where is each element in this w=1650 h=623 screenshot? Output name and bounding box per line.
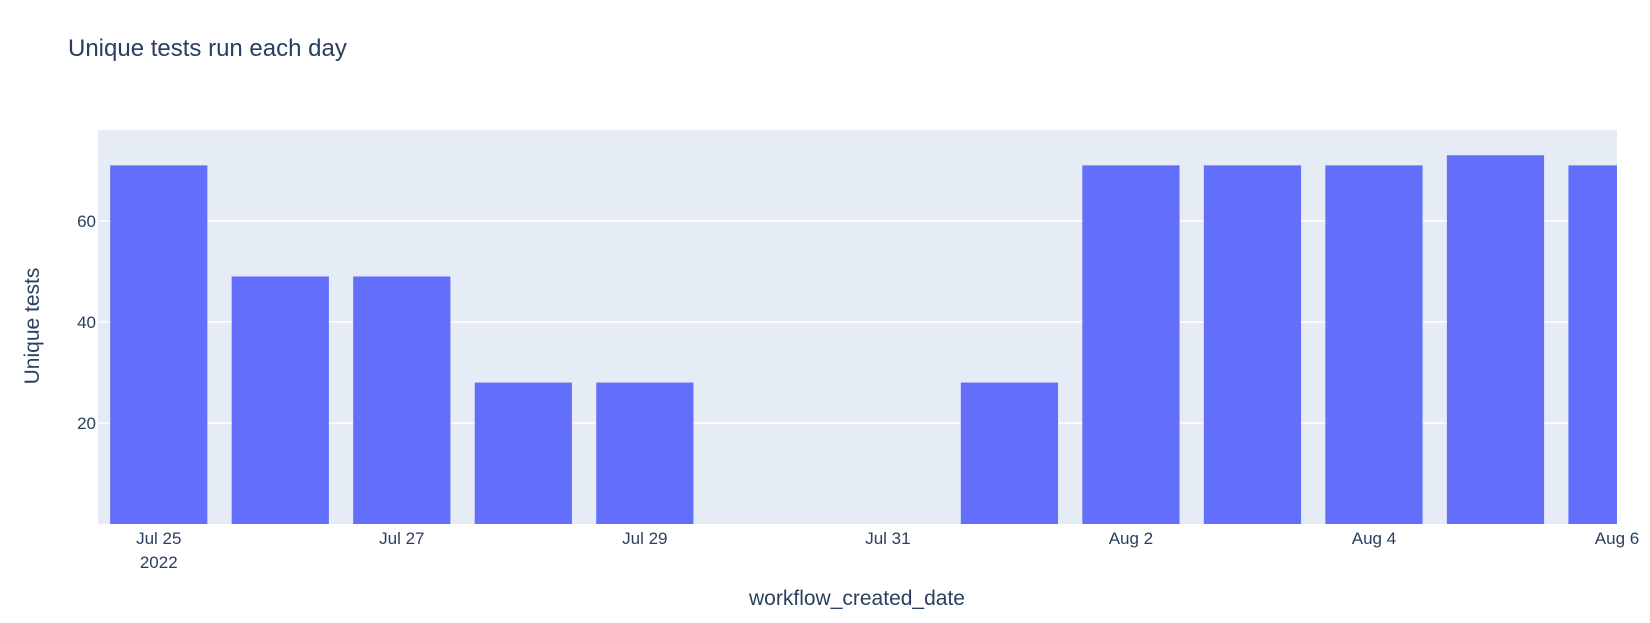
x-tick-year-label: 2022 xyxy=(140,553,178,572)
x-tick-label: Jul 29 xyxy=(622,529,667,548)
bar xyxy=(596,382,694,524)
x-tick-label: Jul 25 xyxy=(136,529,181,548)
y-tick-label: 20 xyxy=(77,414,96,433)
bar xyxy=(1325,165,1423,524)
x-tick-label: Aug 4 xyxy=(1352,529,1396,548)
y-tick-labels: 20 40 60 xyxy=(77,212,96,433)
bar xyxy=(960,382,1059,524)
x-tick-labels: Jul 25 2022 Jul 27 Jul 29 Jul 31 Aug 2 Aug 4 Au… xyxy=(136,529,1639,572)
bar xyxy=(1203,165,1302,524)
x-tick-label: Aug 6 xyxy=(1595,529,1639,548)
bar xyxy=(1446,155,1545,524)
bar xyxy=(353,276,451,524)
bars xyxy=(110,155,1617,524)
y-axis-title: Unique tests xyxy=(21,268,44,385)
x-axis-title: workflow_created_date xyxy=(748,587,965,610)
bar xyxy=(110,165,208,524)
bar xyxy=(1568,165,1617,524)
y-tick-label: 60 xyxy=(77,212,96,231)
bar xyxy=(474,382,572,524)
bar xyxy=(231,276,329,524)
chart-title: Unique tests run each day xyxy=(68,35,347,62)
y-tick-label: 40 xyxy=(77,313,96,332)
bar xyxy=(1082,165,1180,524)
x-tick-label: Jul 27 xyxy=(379,529,424,548)
x-tick-label: Jul 31 xyxy=(865,529,910,548)
x-tick-label: Aug 2 xyxy=(1109,529,1153,548)
